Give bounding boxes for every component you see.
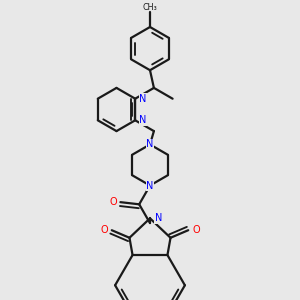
- Text: N: N: [146, 140, 154, 149]
- Text: N: N: [139, 94, 147, 104]
- Text: N: N: [155, 213, 162, 223]
- Text: O: O: [192, 225, 200, 235]
- Text: N: N: [139, 115, 147, 125]
- Text: O: O: [109, 197, 117, 207]
- Text: O: O: [100, 225, 108, 235]
- Text: CH₃: CH₃: [142, 3, 158, 12]
- Text: N: N: [146, 181, 154, 190]
